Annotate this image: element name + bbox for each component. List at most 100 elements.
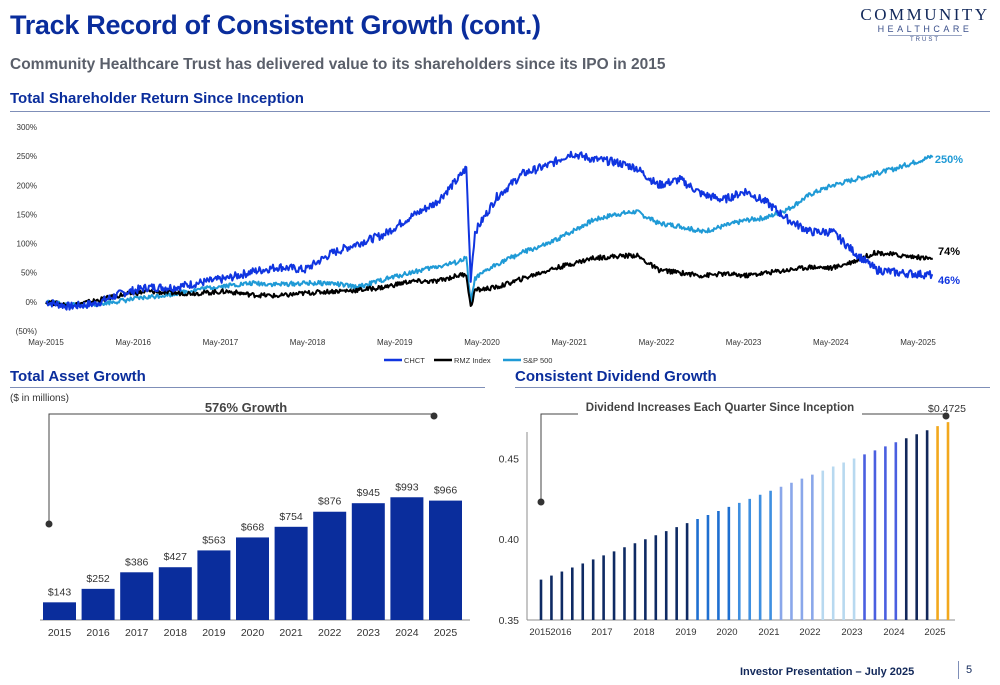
x-tick-label: May-2022 [639,338,675,347]
asset-year-label: 2015 [48,627,72,639]
asset-bar-value-label: $993 [395,481,419,493]
y-tick-label: 0.45 [499,453,520,465]
logo-line-3: TRUST [888,35,962,44]
y-tick-label: 250% [17,152,37,161]
asset-bar-value-label: $143 [48,586,72,598]
x-tick-label: May-2015 [28,338,64,347]
dividend-year-label: 2024 [883,627,904,638]
asset-year-label: 2021 [279,627,303,639]
y-tick-label: 200% [17,181,37,190]
x-tick-label: May-2024 [813,338,849,347]
series-line-s-p-500 [45,154,934,309]
asset-bar [313,511,347,620]
y-tick-label: 150% [17,210,37,219]
asset-section-title: Total Asset Growth [10,368,146,385]
series-line-rmz-index [45,249,933,309]
page-number-divider [958,661,959,679]
asset-year-label: 2016 [86,627,110,639]
y-tick-label: 300% [17,123,37,132]
asset-bar [43,602,76,620]
y-tick-label: 100% [17,240,37,249]
asset-bar-value-label: $427 [164,551,188,563]
x-tick-label: May-2017 [203,338,239,347]
dividend-year-label: 2025 [924,627,945,638]
asset-bar [158,567,192,620]
asset-divider [10,387,485,388]
dividend-annotation: Dividend Increases Each Quarter Since In… [586,402,854,414]
x-tick-label: May-2019 [377,338,413,347]
asset-unit-label: ($ in millions) [10,393,69,404]
growth-annotation: 576% Growth [205,400,287,415]
asset-year-label: 2017 [125,627,149,639]
asset-bar [81,588,115,620]
dividend-year-label: 2019 [675,627,696,638]
x-tick-label: May-2018 [290,338,326,347]
y-tick-label: 0% [25,298,37,307]
tsr-line-chart: (50%) 0% 50% 100% 150% 200% 250% 300% May-2015 Ma… [16,123,964,365]
x-tick-label: May-2020 [464,338,500,347]
annotation-backdrop [578,399,862,416]
asset-bar-value-label: $563 [202,534,226,546]
dividend-year-label: 2023 [841,627,862,638]
tsr-divider [10,111,990,112]
legend-label: RMZ Index [454,356,491,365]
series-end-label: 250% [935,154,963,166]
bracket-end-dot [942,412,950,420]
asset-bar-value-label: $876 [318,496,342,508]
y-tick-label: 0.35 [499,615,520,627]
bracket-end-dot [430,412,438,420]
asset-bar [351,503,385,620]
legend-label: S&P 500 [523,356,552,365]
x-tick-label: May-2016 [115,338,151,347]
dividend-year-label: 2021 [758,627,779,638]
asset-bar-value-label: $966 [434,485,458,497]
dividend-section-title: Consistent Dividend Growth [515,368,717,385]
asset-year-label: 2019 [202,627,226,639]
dividend-bar-chart: 0.35 0.40 0.45 Dividend Increases Each Quar… [499,399,966,638]
series-end-label: 46% [938,275,960,287]
logo-line-1: COMMUNITY [860,5,990,24]
asset-bar [236,537,269,620]
dividend-year-label: 2022 [799,627,820,638]
asset-bar-value-label: $386 [125,556,149,568]
asset-year-label: 2023 [357,627,381,639]
asset-bar-value-label: $668 [241,521,265,533]
page-title: Track Record of Consistent Growth (cont.… [10,10,541,40]
logo-line-2: HEALTHCARE [877,24,973,34]
dividend-last-value-label: $0.4725 [928,403,966,415]
x-tick-label: May-2021 [551,338,587,347]
asset-bar-value-label: $945 [357,487,381,499]
asset-bar [274,526,308,620]
bracket-end-dot [537,498,545,506]
dividend-year-label: 2016 [550,627,571,638]
dividend-year-label: 2017 [591,627,612,638]
asset-year-label: 2025 [434,627,458,639]
asset-bar [197,550,231,620]
asset-bar-chart: 576% Growth $143 2015 $252 2016 $386 2017 $427 2… [40,400,470,639]
footer-text: Investor Presentation – July 2025 [740,666,915,678]
y-tick-label: 50% [21,269,37,278]
asset-bar [429,500,462,620]
series-end-label: 74% [938,246,960,258]
dividend-year-label: 2018 [633,627,654,638]
y-tick-label: (50%) [16,327,38,336]
bracket-end-dot [45,520,53,528]
tsr-section-title: Total Shareholder Return Since Inception [10,90,304,107]
legend-label: CHCT [404,356,425,365]
dividend-year-label: 2015 [529,627,550,638]
x-tick-label: May-2023 [726,338,762,347]
dividend-year-label: 2020 [716,627,737,638]
dividend-divider [515,387,990,388]
y-tick-label: 0.40 [499,534,520,546]
asset-bar [390,497,424,620]
asset-bar-value-label: $754 [279,511,303,523]
series-line-chct [45,150,933,311]
asset-year-label: 2024 [395,627,419,639]
page-subtitle: Community Healthcare Trust has delivered… [10,56,666,73]
asset-bar-value-label: $252 [86,573,110,585]
asset-year-label: 2018 [164,627,188,639]
asset-year-label: 2020 [241,627,265,639]
asset-year-label: 2022 [318,627,342,639]
x-tick-label: May-2025 [900,338,936,347]
